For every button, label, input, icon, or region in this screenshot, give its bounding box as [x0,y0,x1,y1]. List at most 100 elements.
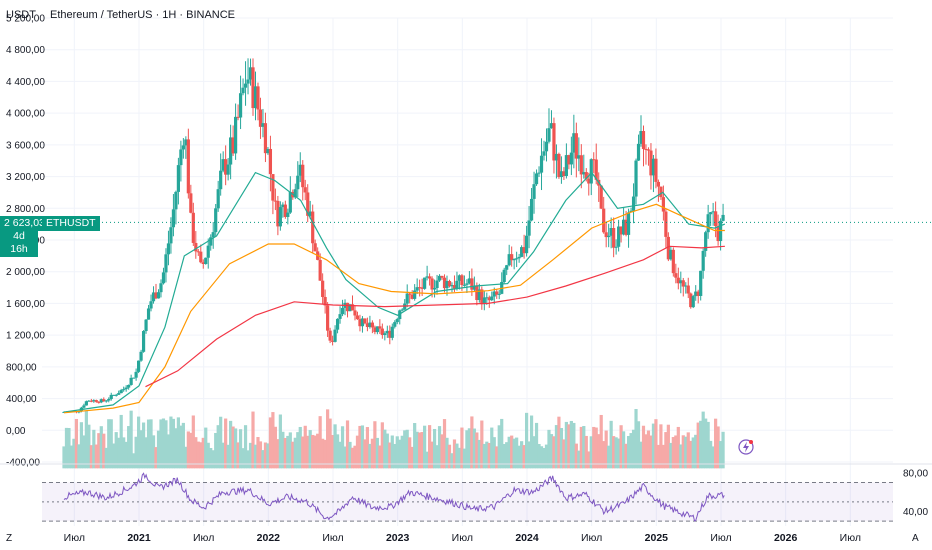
volume-bar [487,442,491,469]
volume-bar [631,429,636,469]
volume-bar [569,420,573,469]
candle-body [201,262,205,265]
volume-bar [423,425,427,469]
candle-body [559,171,564,178]
volume-bar [368,443,372,469]
candle-body [527,220,531,236]
volume-bar [502,443,506,469]
candle-body [318,259,322,281]
candle-body [355,315,360,320]
candle-body [306,192,310,216]
volume-bar [425,451,429,469]
candle-body [589,159,593,184]
candle-body [308,211,312,216]
candle-body [273,200,277,202]
candle-body [137,360,141,372]
volume-bar [544,444,549,469]
candle-body [174,191,178,210]
volume-bar [89,445,93,469]
volume-bar [204,427,208,469]
candle-body [134,371,138,378]
volume-bar [214,432,218,469]
volume-bar [684,436,688,469]
volume-bar [604,430,608,469]
zoom-button[interactable]: Z [6,533,13,544]
candle-body [420,287,424,289]
volume-bar [251,411,255,469]
moving-average-line [63,203,725,414]
volume-bar [231,426,235,469]
candle-body [119,390,123,394]
volume-bar [241,448,245,469]
candle-body [539,155,544,173]
candle-body [472,285,476,290]
candle-body [659,186,663,198]
candle-body [452,285,457,289]
volume-bar [97,433,101,469]
candle-body [258,109,263,127]
candle-body [544,141,549,152]
x-tick-label: Июл [64,532,85,544]
candle-body [363,318,367,324]
candle-body [283,204,287,217]
chart-title[interactable]: Ethereum / TetherUS · 1H · BINANCE [50,9,236,21]
volume-bar [171,418,176,469]
y-tick-label: 4 800,00 [6,45,45,56]
volume-bar [552,436,556,469]
candle-body [169,227,173,244]
volume-bar [617,438,621,469]
volume-bar [465,430,469,469]
volume-bar [636,421,641,469]
candle-body [490,296,494,301]
volume-bar [562,439,566,469]
candle-body [340,307,345,315]
candle-body [711,211,715,213]
volume-bar [393,443,397,469]
volume-bar [286,435,290,469]
candle-body [171,209,176,228]
volume-bar [676,426,680,469]
candle-body [176,165,180,192]
volume-bar [122,437,126,469]
volume-bar [146,419,151,469]
candle-body [607,235,611,238]
candle-body [612,228,616,248]
volume-bar [87,424,91,469]
volume-bar [69,445,74,469]
volume-bar [455,443,459,469]
volume-bar [418,432,422,469]
volume-bar [206,442,210,469]
candle-body [238,93,243,118]
volume-bar [437,426,442,469]
y-tick-label: 2 000,00 [6,267,45,278]
auto-scale-button[interactable]: A [912,533,919,544]
candle-body [189,193,193,213]
candle-body [301,164,305,188]
volume-bar [641,425,646,469]
volume-bar [288,432,292,469]
volume-bar [298,426,302,469]
candle-body [395,319,399,323]
flash-icon[interactable] [738,439,754,455]
volume-bar [597,434,601,469]
candle-body [609,228,613,236]
candle-body [475,285,479,300]
volume-bar [132,453,136,469]
volume-bar [520,441,524,469]
volume-bar [104,447,108,469]
candle-body [552,123,556,161]
candle-body [87,400,91,402]
candle-body [94,400,98,402]
candle-body [716,226,720,242]
candle-body [482,297,486,305]
volume-bar [137,416,141,469]
candle-body [132,377,136,379]
candle-body [649,150,653,176]
volume-bar [629,433,633,469]
volume-bar [92,429,96,469]
symbol-tag: ETHUSDT [42,216,100,231]
y-tick-label: 0,00 [6,426,26,437]
volume-bar [410,446,414,469]
volume-bar [219,416,223,469]
